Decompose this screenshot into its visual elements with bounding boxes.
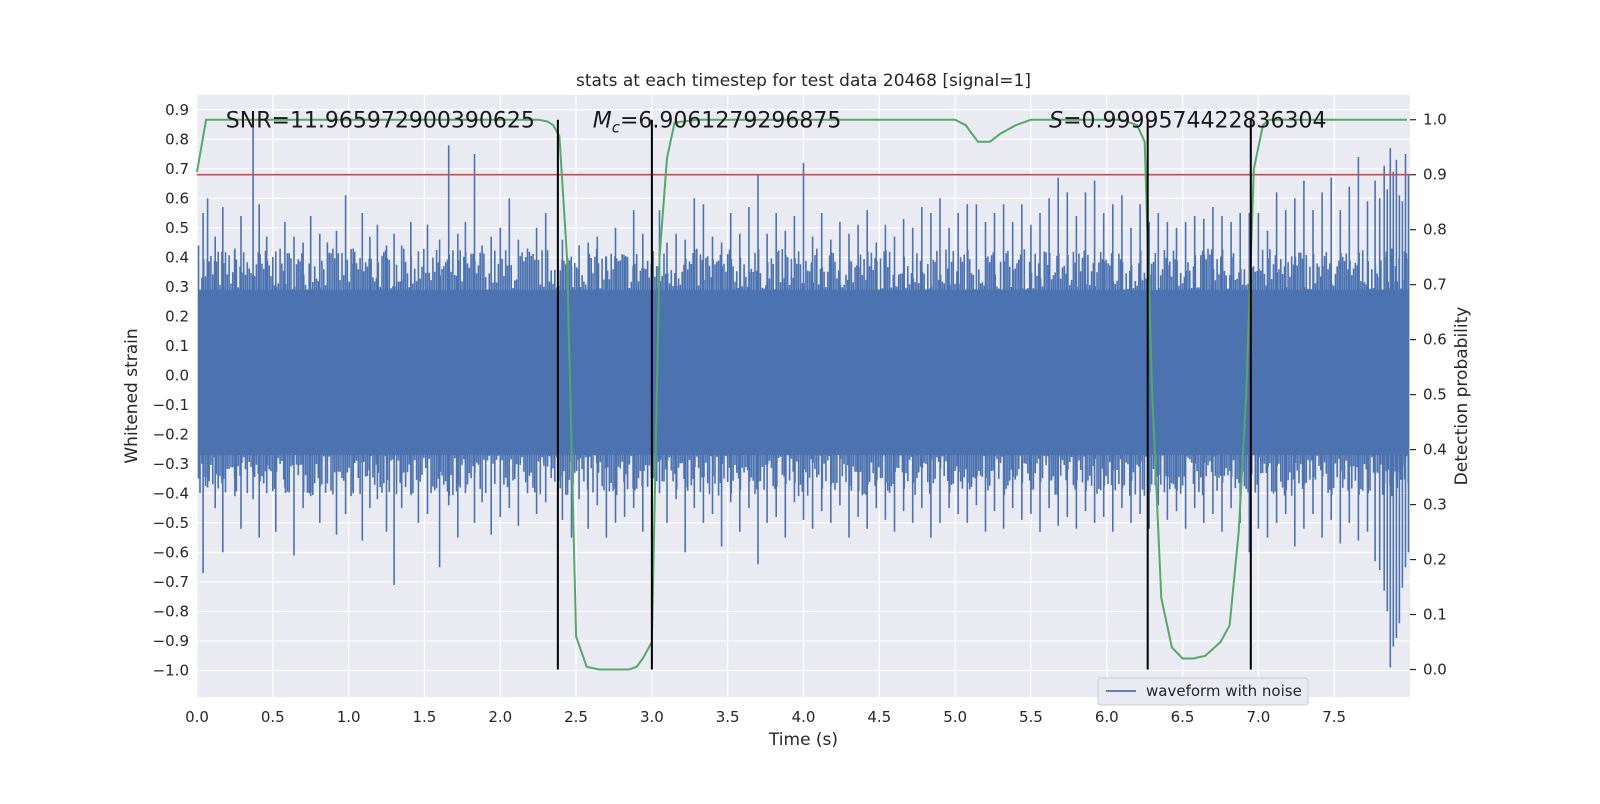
detection-probability-line bbox=[196, 118, 1407, 671]
x-tick-label: 1.5 bbox=[413, 708, 437, 726]
y2-tick-label: 0.3 bbox=[1423, 496, 1447, 514]
y2-axis-label: Detection probability bbox=[1452, 307, 1472, 486]
y-tick-label: 0.1 bbox=[165, 337, 189, 355]
x-tick-label: 3.5 bbox=[716, 708, 740, 726]
y-tick-label: −0.1 bbox=[153, 396, 189, 414]
y2-tick-label: 0.1 bbox=[1423, 606, 1447, 624]
y-tick-label: 0.5 bbox=[165, 219, 189, 237]
x-axis-label: Time (s) bbox=[768, 730, 838, 750]
x-tick-label: 6.5 bbox=[1171, 708, 1195, 726]
y2-tick-label: 1.0 bbox=[1423, 111, 1447, 129]
y-tick-label: −0.5 bbox=[153, 514, 189, 532]
y-axis-label: Whitened strain bbox=[122, 328, 142, 463]
chirp-mass-annotation: Mc=6.9061279296875 bbox=[593, 108, 842, 136]
y-tick-label: −0.9 bbox=[153, 632, 189, 650]
x-tick-label: 5.5 bbox=[1019, 708, 1043, 726]
x-tick-label: 7.0 bbox=[1246, 708, 1270, 726]
y-tick-label: 0.8 bbox=[165, 130, 189, 148]
x-tick-label: 4.0 bbox=[792, 708, 816, 726]
chirp-mass-value: =6.9061279296875 bbox=[620, 108, 841, 133]
x-tick-label: 0.5 bbox=[261, 708, 285, 726]
legend-label-waveform: waveform with noise bbox=[1146, 682, 1302, 700]
y2-tick-label: 0.2 bbox=[1423, 551, 1447, 569]
chirp-mass-symbol: M bbox=[593, 108, 612, 133]
snr-annotation: SNR=11.965972900390625 bbox=[226, 108, 535, 133]
chirp-mass-subscript: c bbox=[612, 118, 621, 136]
detection-probability-series bbox=[196, 118, 1407, 671]
x-tick-label: 7.5 bbox=[1322, 708, 1346, 726]
score-symbol: S bbox=[1049, 108, 1063, 133]
x-tick-label: 2.5 bbox=[564, 708, 588, 726]
y-tick-label: 0.2 bbox=[165, 307, 189, 325]
y-tick-label: 0.0 bbox=[165, 366, 189, 384]
x-tick-label: 3.0 bbox=[640, 708, 664, 726]
x-tick-label: 1.0 bbox=[337, 708, 361, 726]
y2-tick-label: 0.4 bbox=[1423, 441, 1447, 459]
y-tick-label: 0.4 bbox=[165, 248, 189, 266]
y-tick-label: −1.0 bbox=[153, 661, 189, 679]
x-tick-label: 4.5 bbox=[867, 708, 891, 726]
y2-tick-label: 0.6 bbox=[1423, 331, 1447, 349]
y2-tick-label: 0.5 bbox=[1423, 386, 1447, 404]
x-tick-label: 5.0 bbox=[943, 708, 967, 726]
y2-tick-label: 0.7 bbox=[1423, 276, 1447, 294]
y-tick-label: −0.7 bbox=[153, 573, 189, 591]
y-tick-label: −0.3 bbox=[153, 455, 189, 473]
y-tick-label: −0.6 bbox=[153, 543, 189, 561]
legend-box bbox=[1097, 677, 1309, 706]
y-tick-label: 0.6 bbox=[165, 189, 189, 207]
x-tick-label: 6.0 bbox=[1095, 708, 1119, 726]
y-tick-label: 0.7 bbox=[165, 160, 189, 178]
y2-tick-label: 0.0 bbox=[1423, 661, 1447, 679]
score-annotation: S=0.9999574422836304 bbox=[1049, 108, 1326, 133]
y2-tick-label: 0.9 bbox=[1423, 166, 1447, 184]
y-tick-label: 0.3 bbox=[165, 278, 189, 296]
y2-tick-label: 0.8 bbox=[1423, 221, 1447, 239]
x-tick-label: 2.0 bbox=[488, 708, 512, 726]
score-value: =0.9999574422836304 bbox=[1063, 108, 1326, 133]
x-tick-label: 0.0 bbox=[185, 708, 209, 726]
y-tick-label: 0.9 bbox=[165, 101, 189, 119]
y-tick-label: −0.2 bbox=[153, 425, 189, 443]
chart-title: stats at each timestep for test data 204… bbox=[576, 71, 1031, 91]
y-tick-label: −0.4 bbox=[153, 484, 189, 502]
legend: waveform with noise bbox=[1097, 677, 1309, 706]
y-tick-label: −0.8 bbox=[153, 602, 189, 620]
vertical-markers bbox=[556, 119, 1252, 670]
axes: 0.0 0.5 1.0 1.5 2.0 2.5 3.0 3.5 4.0 4.5 5.0 5.5 6.0 6… bbox=[153, 101, 1447, 726]
